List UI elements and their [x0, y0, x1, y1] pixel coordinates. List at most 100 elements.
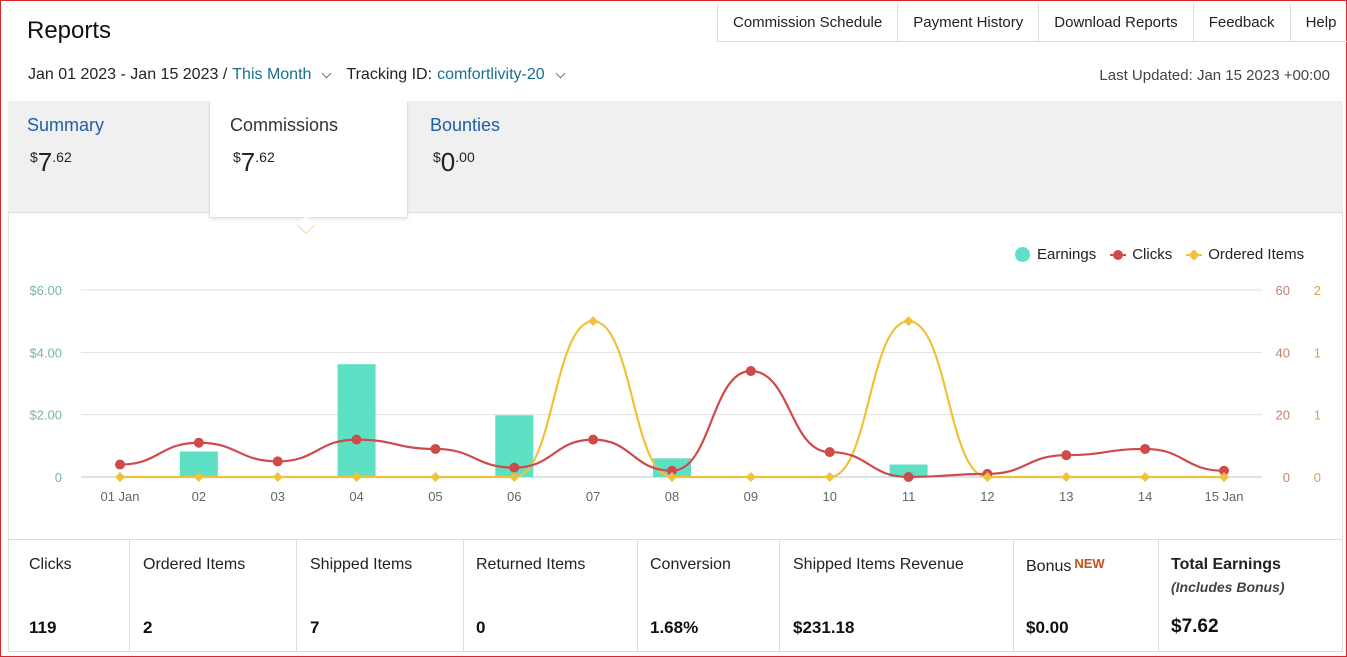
x-tick-label: 04 — [349, 489, 363, 504]
y-right-clicks-tick-label: 0 — [1283, 470, 1290, 485]
metric-total-earnings: Total Earnings (Includes Bonus) $7.62 — [1171, 556, 1285, 637]
x-tick-label: 03 — [270, 489, 284, 504]
ordered-items-point — [351, 472, 362, 482]
ordered-items-point — [509, 472, 520, 482]
ordered-items-point — [1061, 472, 1072, 482]
earnings-bar — [337, 364, 376, 477]
tracking-id-dropdown[interactable]: comfortlivity-20 — [437, 66, 545, 83]
clicks-point — [1061, 450, 1072, 461]
metric-bonus: Bonus NEW $0.00 — [1014, 540, 1159, 651]
chevron-down-icon[interactable] — [555, 68, 566, 78]
tab-bounties[interactable]: Bounties $0.00 — [430, 101, 630, 213]
metric-ordered-items: Ordered Items 2 — [130, 540, 297, 651]
chart-legend: Earnings Clicks Ordered Items — [1015, 246, 1304, 263]
nav-commission-schedule[interactable]: Commission Schedule — [718, 4, 899, 41]
chart-area: 0 0 0 $2.00 20 1 $4.00 40 1 $6.00 60 2 01 Jan 02 03 04 0… — [8, 213, 1343, 539]
x-tick-label: 07 — [586, 489, 600, 504]
clicks-point — [667, 465, 677, 476]
x-tick-label: 10 — [822, 489, 836, 504]
ordered-items-point — [1140, 472, 1151, 482]
tab-commissions-label[interactable]: Commissions — [230, 115, 339, 135]
tab-summary-value: $7.62 — [30, 147, 72, 177]
metric-returned-items: Returned Items 0 — [464, 540, 638, 651]
ordered-items-point — [115, 472, 125, 482]
diamond-marker-icon — [1186, 253, 1203, 256]
y-right-ordered-tick-label: 2 — [1314, 283, 1321, 298]
x-tick-label: 11 — [902, 489, 916, 504]
ordered-items-point — [824, 472, 835, 482]
ordered-items-point — [667, 472, 677, 482]
metric-conversion: Conversion 1.68% — [638, 540, 780, 651]
nav-feedback[interactable]: Feedback — [1194, 4, 1291, 41]
y-left-tick-label: $2.00 — [29, 408, 62, 423]
y-right-clicks-tick-label: 20 — [1276, 408, 1290, 423]
clicks-point — [824, 447, 835, 458]
clicks-line — [119, 369, 1225, 479]
clicks-point — [903, 472, 914, 482]
x-tick-label: 15 Jan — [1204, 489, 1243, 504]
clicks-point — [272, 456, 283, 467]
clicks-point — [1219, 465, 1229, 476]
x-tick-label: 12 — [980, 489, 994, 504]
y-right-ordered-tick-label: 1 — [1314, 345, 1321, 360]
last-updated: Last Updated: Jan 15 2023 +00:00 — [1099, 67, 1330, 84]
circle-icon — [1015, 247, 1030, 262]
nav-download-reports[interactable]: Download Reports — [1039, 4, 1194, 41]
filter-bar: Jan 01 2023 - Jan 15 2023 / This Month T… — [28, 66, 574, 84]
clicks-point — [115, 459, 125, 470]
tab-bounties-value: $0.00 — [433, 147, 475, 177]
performance-chart: 0 0 0 $2.00 20 1 $4.00 40 1 $6.00 60 2 01 Jan 02 03 04 0… — [29, 283, 1321, 504]
x-tick-label: 06 — [507, 489, 521, 504]
ordered-items-line — [120, 320, 1224, 479]
page-title: Reports — [27, 17, 112, 44]
top-nav: Commission Schedule Payment History Down… — [717, 4, 1347, 42]
y-left-tick-label: $6.00 — [29, 283, 62, 298]
date-range-label: Jan 01 2023 - Jan 15 2023 / — [28, 66, 228, 83]
nav-payment-history[interactable]: Payment History — [898, 4, 1040, 41]
legend-earnings[interactable]: Earnings — [1015, 246, 1096, 263]
tab-summary[interactable]: Summary $7.62 — [27, 101, 207, 213]
x-tick-label: 01 Jan — [100, 489, 139, 504]
clicks-point — [193, 437, 204, 448]
ordered-items-point — [588, 316, 599, 327]
x-tick-label: 14 — [1138, 489, 1152, 504]
ordered-items-point — [193, 472, 204, 482]
clicks-point — [430, 443, 441, 454]
clicks-point — [588, 434, 599, 445]
x-tick-label: 13 — [1059, 489, 1073, 504]
total-earnings-note: (Includes Bonus) — [1171, 579, 1285, 595]
metric-shipped-revenue: Shipped Items Revenue $231.18 — [780, 540, 1014, 651]
tab-summary-label[interactable]: Summary — [27, 115, 105, 135]
nav-help[interactable]: Help — [1305, 14, 1337, 31]
y-right-ordered-tick-label: 1 — [1314, 408, 1321, 423]
earnings-bar — [889, 464, 928, 477]
metric-shipped-items: Shipped Items 7 — [297, 540, 464, 651]
ordered-items-point — [903, 316, 914, 327]
legend-clicks[interactable]: Clicks — [1110, 246, 1172, 263]
clicks-point — [745, 366, 756, 377]
tab-commissions[interactable]: Commissions $7.62 — [209, 101, 408, 218]
y-right-ordered-tick-label: 0 — [1314, 470, 1321, 485]
ordered-items-point — [430, 472, 441, 482]
tab-commissions-value: $7.62 — [233, 147, 275, 177]
y-left-tick-label: $4.00 — [29, 345, 62, 360]
ordered-items-point — [745, 472, 756, 482]
new-badge: NEW — [1074, 556, 1105, 571]
metric-clicks: Clicks 119 — [9, 540, 130, 651]
ordered-items-point — [982, 472, 993, 482]
tracking-label: Tracking ID: — [346, 66, 433, 83]
period-dropdown[interactable]: This Month — [232, 66, 312, 83]
y-left-tick-label: 0 — [55, 470, 62, 485]
x-tick-label: 09 — [744, 489, 758, 504]
metrics-bar: Clicks 119 Ordered Items 2 Shipped Items… — [8, 539, 1343, 652]
y-right-clicks-tick-label: 40 — [1276, 345, 1290, 360]
line-marker-icon — [1110, 249, 1127, 260]
ordered-items-point — [272, 472, 283, 482]
legend-ordered-items[interactable]: Ordered Items — [1186, 246, 1304, 263]
ordered-items-point — [1219, 472, 1229, 482]
x-tick-label: 02 — [192, 489, 206, 504]
x-tick-label: 05 — [428, 489, 442, 504]
tab-bounties-label[interactable]: Bounties — [430, 115, 501, 135]
x-tick-label: 08 — [665, 489, 679, 504]
chevron-down-icon[interactable] — [321, 68, 332, 78]
